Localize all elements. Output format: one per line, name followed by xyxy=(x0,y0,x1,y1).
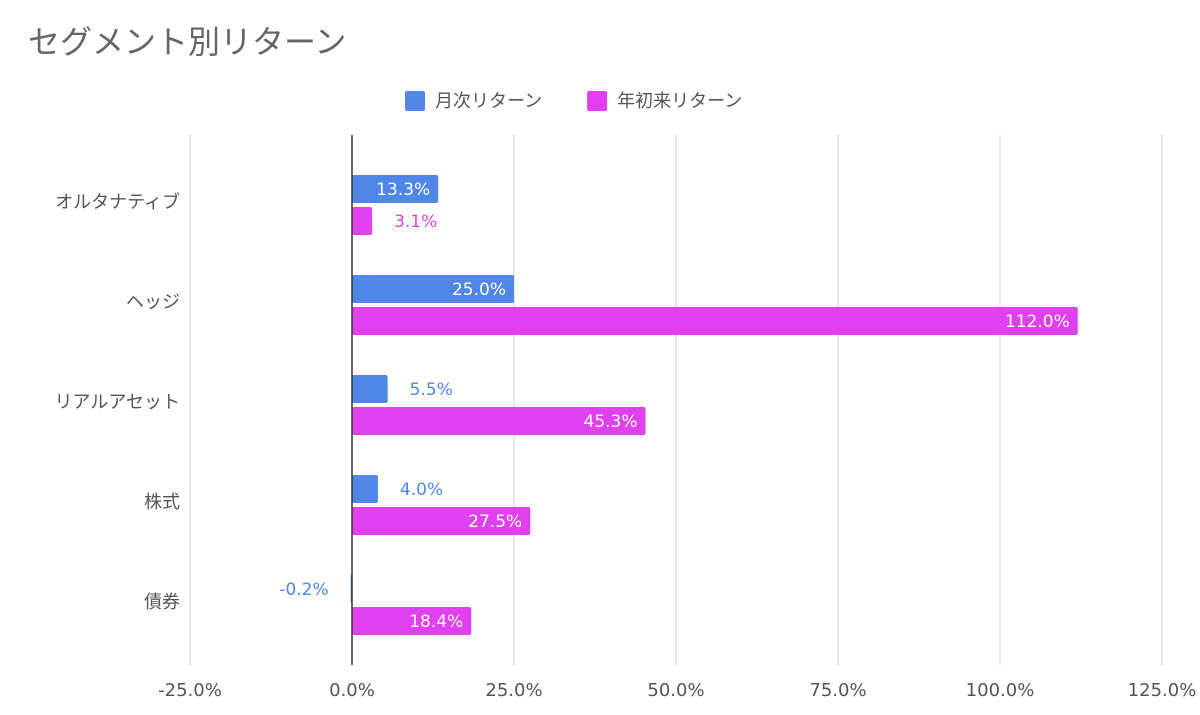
bar xyxy=(352,275,514,303)
x-tick-label: 100.0% xyxy=(966,680,1035,701)
value-label: 13.3% xyxy=(376,180,430,200)
value-label: 45.3% xyxy=(584,412,638,432)
bar xyxy=(352,175,439,203)
bar xyxy=(352,375,388,403)
value-label: 18.4% xyxy=(409,612,463,632)
bar xyxy=(352,307,1078,335)
legend-label: 年初来リターン xyxy=(617,91,742,112)
x-tick-label: 0.0% xyxy=(329,680,375,701)
y-tick-label: 株式 xyxy=(144,492,180,513)
bar xyxy=(352,607,472,635)
x-tick-label: 50.0% xyxy=(647,680,704,701)
value-label: 112.0% xyxy=(1005,312,1070,332)
value-label: 4.0% xyxy=(400,480,443,500)
bar xyxy=(352,507,531,535)
value-label: 27.5% xyxy=(468,512,522,532)
y-tick-label: オルタナティブ xyxy=(55,191,180,213)
y-tick-label: リアルアセット xyxy=(55,392,180,413)
value-label: -0.2% xyxy=(279,580,328,600)
value-label: 3.1% xyxy=(394,212,437,232)
legend-swatch xyxy=(405,91,425,111)
legend-label: 月次リターン xyxy=(435,91,542,112)
value-label: 5.5% xyxy=(410,380,453,400)
x-tick-label: 75.0% xyxy=(809,680,866,701)
bar xyxy=(352,407,646,435)
y-tick-label: 債券 xyxy=(144,592,180,613)
bar xyxy=(352,207,373,235)
x-tick-label: 25.0% xyxy=(485,680,542,701)
chart-title: セグメント別リターン xyxy=(28,23,346,61)
x-tick-label: -25.0% xyxy=(158,680,222,701)
y-tick-label: ヘッジ xyxy=(126,292,180,313)
x-tick-label: 125.0% xyxy=(1128,680,1197,701)
legend-swatch xyxy=(587,91,608,111)
bar xyxy=(352,475,378,503)
value-label: 25.0% xyxy=(452,280,506,300)
